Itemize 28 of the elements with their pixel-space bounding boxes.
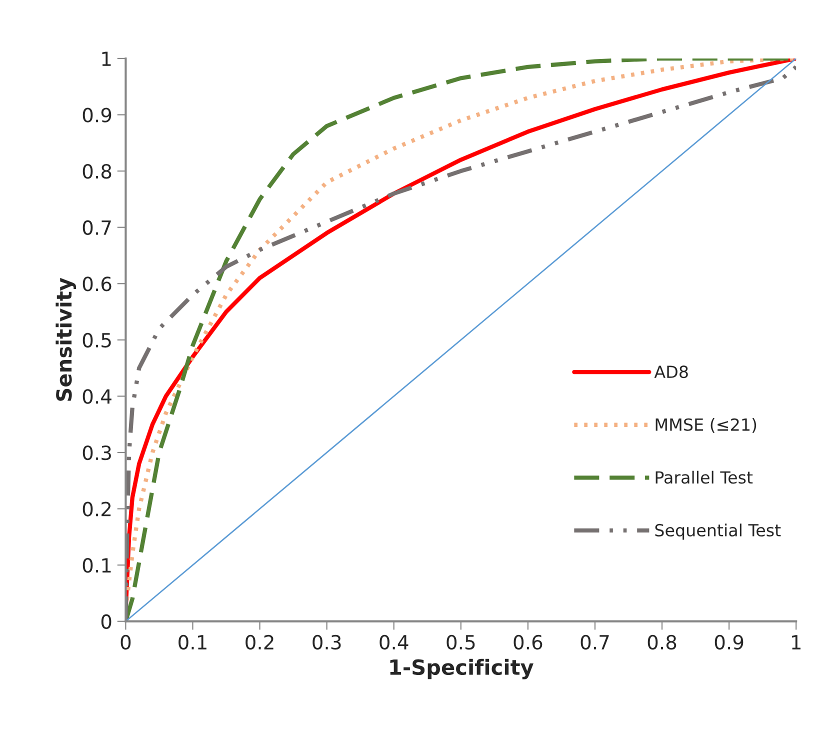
- legend-label: MMSE (≤21): [656, 418, 756, 433]
- x-tick-label: 0.2: [246, 634, 274, 650]
- y-tick-label: 0.5: [82, 332, 111, 348]
- y-tick-label: 0.3: [82, 445, 111, 460]
- x-tick-label: 0.9: [714, 634, 744, 650]
- y-tick-label: 1: [102, 52, 111, 66]
- x-axis-title: 1-Specificity: [390, 658, 534, 680]
- x-tick-label: 0.4: [380, 634, 408, 650]
- y-tick-label: 0.1: [82, 558, 111, 573]
- x-tick-label: 1: [792, 635, 800, 650]
- legend-label: Parallel Test: [656, 470, 753, 484]
- y-tick-label: 0.8: [82, 164, 112, 179]
- y-tick-label: 0.2: [82, 502, 111, 516]
- y-tick-label: 0.4: [82, 389, 112, 404]
- legend-label: AD8: [654, 366, 688, 378]
- x-tick-label: 0.8: [648, 634, 676, 650]
- y-tick-label: 0.7: [82, 220, 111, 236]
- x-tick-label: 0.6: [514, 634, 542, 650]
- x-tick-label: 0.1: [178, 634, 206, 650]
- x-tick-label: 0: [120, 634, 131, 650]
- y-tick-label: 0: [101, 614, 112, 630]
- y-axis-title: Sensitivity: [56, 278, 76, 401]
- y-tick-label: 0.6: [82, 276, 112, 292]
- x-tick-label: 0.7: [580, 634, 609, 650]
- y-tick-label: 0.9: [82, 108, 112, 122]
- x-tick-label: 0.5: [446, 634, 475, 650]
- legend-label: Sequential Test: [655, 524, 781, 540]
- x-tick-label: 0.3: [312, 634, 341, 650]
